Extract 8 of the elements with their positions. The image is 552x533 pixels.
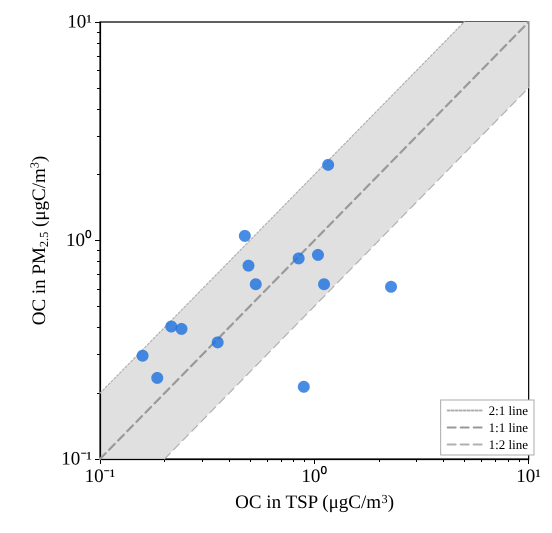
legend-label: 1:1 line xyxy=(488,420,528,435)
y-axis-title: OC in PM2.5 (μgC/m3) xyxy=(28,156,51,326)
y-tick-label: 10¹ xyxy=(67,12,92,32)
y-tick-label: 10⁰ xyxy=(66,229,92,251)
x-tick-label: 10⁰ xyxy=(301,465,328,487)
legend-label: 2:1 line xyxy=(488,403,528,418)
legend-label: 1:2 line xyxy=(488,437,528,452)
x-tick-label: 10¹ xyxy=(516,466,542,487)
